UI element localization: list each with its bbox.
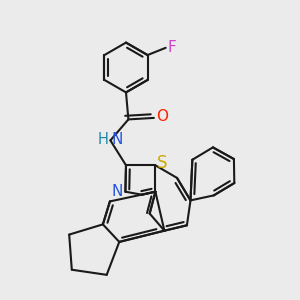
Text: N: N	[111, 184, 122, 199]
Text: H: H	[98, 132, 109, 147]
Text: F: F	[167, 40, 176, 55]
Text: N: N	[112, 132, 123, 147]
Text: O: O	[156, 109, 168, 124]
Text: S: S	[157, 154, 167, 172]
